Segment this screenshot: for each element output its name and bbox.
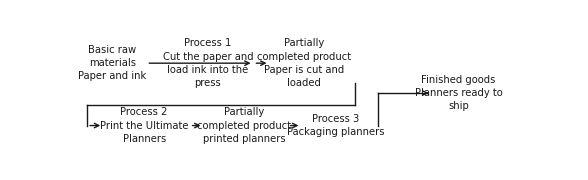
Text: Partially
completed product
printed planners: Partially completed product printed plan… (198, 107, 292, 144)
Text: Finished goods
Planners ready to
ship: Finished goods Planners ready to ship (415, 75, 502, 111)
Text: Process 2
Print the Ultimate
Planners: Process 2 Print the Ultimate Planners (100, 107, 188, 144)
Text: Partially
completed product
Paper is cut and
loaded: Partially completed product Paper is cut… (256, 38, 350, 88)
Text: Basic raw
materials
Paper and ink: Basic raw materials Paper and ink (78, 45, 146, 81)
Text: Process 3
Packaging planners: Process 3 Packaging planners (287, 114, 385, 137)
Text: Process 1
Cut the paper and
load ink into the
press: Process 1 Cut the paper and load ink int… (163, 38, 253, 88)
